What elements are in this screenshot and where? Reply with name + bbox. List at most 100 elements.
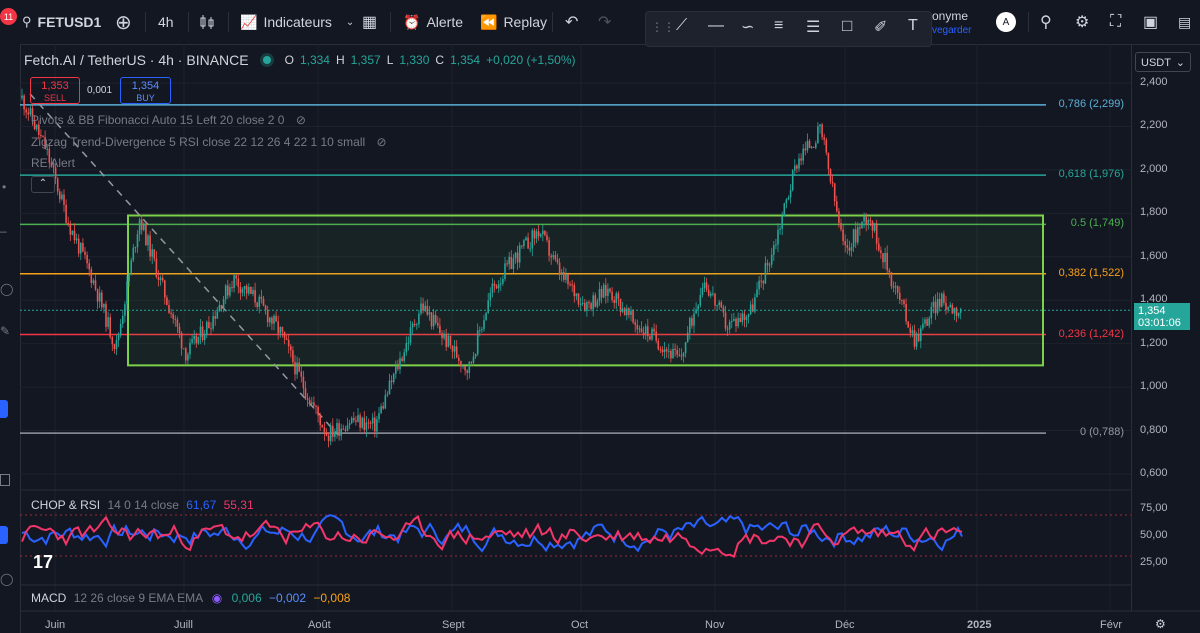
trendline[interactable] — [29, 93, 339, 436]
eye-icon[interactable] — [0, 526, 8, 544]
brush-icon[interactable]: ✐ — [874, 19, 888, 36]
sell-button[interactable]: 1,353 SELL — [30, 77, 80, 104]
account-name[interactable]: onyme — [932, 9, 969, 23]
avatar[interactable]: A — [996, 0, 1016, 44]
candle-body — [659, 349, 662, 351]
candle-body — [882, 253, 884, 263]
candle-body — [176, 319, 179, 327]
candle-body — [827, 152, 830, 170]
time-axis-settings-icon[interactable]: ⚙ — [1155, 617, 1166, 631]
candle-body — [90, 269, 93, 283]
symbol-search-button[interactable]: ⚲ FETUSD1 — [22, 0, 101, 44]
candle-body — [556, 259, 559, 263]
fullscreen-icon[interactable]: ⛶ — [1110, 13, 1122, 30]
replay-button[interactable]: ⏪ Replay — [480, 0, 547, 44]
regression-icon[interactable]: ☰ — [806, 19, 821, 36]
candle-body — [374, 417, 376, 432]
trend-line-icon[interactable]: ⟋ — [676, 17, 688, 34]
eye-off-icon[interactable]: ⊘ — [295, 113, 306, 127]
candle-body — [491, 283, 494, 293]
candle-body — [138, 219, 141, 235]
range-box[interactable] — [127, 214, 1044, 367]
text-icon[interactable]: T — [908, 17, 918, 34]
collapse-legend-icon[interactable]: ⌃ — [31, 176, 55, 193]
candle-body — [214, 316, 216, 319]
undo-icon[interactable]: ↶ — [565, 14, 579, 31]
sell-label: SELL — [43, 93, 67, 103]
candle-body — [815, 143, 817, 148]
candle-body — [191, 339, 193, 343]
buy-label: BUY — [136, 93, 155, 103]
redo-icon[interactable]: ↷ — [598, 14, 612, 31]
macd-toggle-icon[interactable]: ◉ — [211, 591, 223, 605]
candle-body — [262, 298, 265, 306]
drag-handle-icon[interactable]: ⋮⋮ — [651, 20, 675, 34]
currency-selector[interactable]: USDT ⌄ — [1135, 52, 1191, 72]
candle-body — [947, 307, 949, 310]
path-icon[interactable]: ∽ — [741, 19, 755, 36]
eye-off-icon[interactable]: ⊘ — [376, 135, 387, 149]
candle-body — [218, 304, 221, 312]
candle-body — [103, 303, 105, 308]
indicator-legend-pivots[interactable]: Pivots & BB Fibonacci Auto 15 Left 20 cl… — [31, 113, 306, 127]
candle-body — [865, 216, 867, 224]
candle-body — [134, 247, 137, 249]
buy-button[interactable]: 1,354 BUY — [120, 77, 171, 104]
notification-badge[interactable]: 11 — [0, 8, 17, 25]
candle-body — [560, 271, 563, 275]
candle-body — [348, 423, 351, 426]
indicator-legend-re-alert[interactable]: RE Alert — [31, 156, 76, 170]
layouts-icon[interactable]: ▦ — [362, 14, 378, 31]
search-icon[interactable]: ⚲ — [1040, 14, 1052, 31]
price-axis[interactable] — [1131, 44, 1200, 611]
compare-add-icon[interactable]: ⊕ — [115, 11, 132, 34]
ruler-icon[interactable]: ✎ — [0, 324, 11, 338]
candle-body — [502, 278, 504, 284]
candle-body — [684, 342, 687, 354]
rsi-legend[interactable]: CHOP & RSI 14 0 14 close 61,67 55,31 — [31, 498, 254, 512]
account-save-link[interactable]: vegarder — [932, 24, 972, 36]
candle-body — [836, 201, 838, 212]
candle-body — [111, 336, 114, 345]
horizontal-ray-icon[interactable]: — — [708, 17, 724, 34]
candle-body — [726, 328, 729, 330]
interval-button[interactable]: 4h — [158, 14, 174, 30]
fib-tool-icon[interactable]: ◯ — [0, 282, 14, 296]
camera-icon[interactable]: ▣ — [1143, 14, 1159, 31]
fib-level-label: 0,236 (1,242) — [1058, 327, 1124, 340]
time-tick-label: Août — [308, 619, 331, 631]
indicator-legend-zigzag[interactable]: Zigzag Trend-Divergence 5 RSI close 22 1… — [31, 135, 387, 149]
candle-body — [672, 348, 674, 359]
candle-body — [613, 299, 615, 303]
candle-body — [216, 311, 219, 319]
settings-icon[interactable]: ⚙ — [1075, 14, 1090, 31]
cursor-icon[interactable]: • — [2, 180, 7, 194]
lock-icon[interactable] — [0, 474, 10, 486]
time-tick-label: Juin — [45, 619, 66, 631]
time-tick-label: Nov — [705, 619, 725, 631]
parallel-channel-icon[interactable]: ≡ — [774, 17, 784, 34]
chart-title[interactable]: Fetch.AI / TetherUS · 4h · BINANCE — [24, 52, 249, 68]
candle-type-icon[interactable] — [198, 0, 216, 44]
alert-button[interactable]: ⏰ Alerte — [403, 0, 463, 44]
fib-level-label: 0,382 (1,522) — [1058, 266, 1124, 279]
candle-body — [96, 289, 99, 302]
candle-body — [710, 293, 712, 296]
macd-legend[interactable]: MACD 12 26 close 9 EMA EMA ◉ 0,006 −0,00… — [31, 591, 351, 605]
candle-body — [875, 223, 878, 244]
indicators-button[interactable]: 📈 Indicateurs ⌄ — [240, 0, 354, 44]
candle-body — [292, 350, 294, 363]
rectangle-icon[interactable]: □ — [842, 16, 853, 35]
candle-body — [846, 245, 849, 248]
candle-body — [917, 333, 920, 341]
crosshair-icon[interactable]: – — [0, 224, 7, 238]
candle-body — [810, 146, 813, 148]
trash-icon[interactable]: ◯ — [0, 572, 14, 586]
candle-body — [479, 330, 481, 332]
candle-body — [934, 301, 937, 314]
alarm-clock-icon: ⏰ — [403, 13, 421, 30]
more-icon[interactable]: ▤ — [1178, 13, 1192, 30]
candle-body — [586, 302, 588, 312]
active-tool-icon[interactable] — [0, 400, 8, 418]
